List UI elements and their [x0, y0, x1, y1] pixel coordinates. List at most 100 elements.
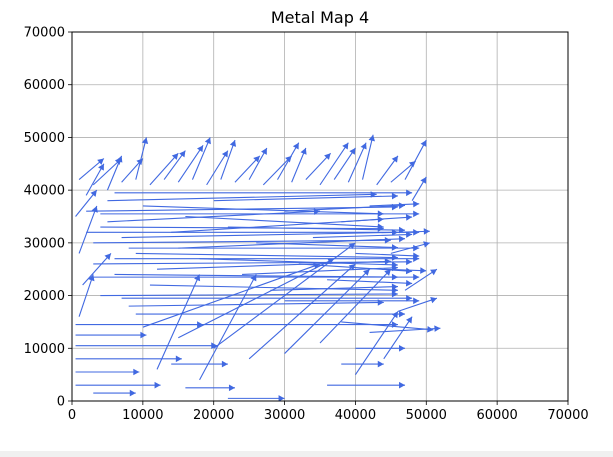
vector-arrow — [312, 231, 413, 239]
vector-arrow — [185, 215, 384, 231]
vector-arrow — [135, 310, 406, 318]
vector-arrow — [135, 137, 149, 180]
vector-arrow — [85, 163, 105, 196]
vector-arrow-shaft — [277, 142, 300, 180]
vector-arrow-shaft — [135, 252, 398, 259]
vector-arrow-shaft — [305, 152, 332, 180]
vector-arrow-shaft — [199, 274, 257, 381]
y-tick-label: 70000 — [24, 26, 65, 41]
vector-arrow-shaft — [341, 321, 434, 331]
vector-arrow-shaft — [177, 145, 204, 183]
vector-arrow — [284, 268, 370, 354]
vector-arrow — [93, 389, 136, 397]
vector-arrow — [369, 200, 420, 208]
vector-arrow — [106, 155, 123, 191]
vector-arrow — [121, 294, 413, 302]
vector-arrow-head — [278, 395, 285, 401]
vector-arrow — [397, 297, 438, 312]
vector-arrow-shaft — [227, 226, 406, 231]
vector-arrow-head — [136, 158, 143, 166]
vector-arrow — [93, 236, 391, 244]
vector-arrow — [185, 384, 235, 392]
x-tick-label: 70000 — [547, 408, 588, 423]
y-tick-label: 20000 — [24, 289, 65, 304]
vector-arrow-head — [133, 368, 140, 376]
vector-arrow-head — [228, 384, 235, 392]
vector-arrow — [355, 344, 406, 352]
vector-arrow — [333, 147, 356, 180]
chart-title: Metal Map 4 — [271, 8, 369, 27]
vector-arrow — [191, 137, 211, 180]
vector-arrow-head — [313, 262, 320, 270]
vector-arrow-head — [413, 210, 420, 218]
vector-arrow — [75, 381, 161, 389]
vector-arrow-shaft — [121, 231, 398, 239]
vector-arrow — [121, 158, 144, 183]
vector-arrow-head — [348, 242, 356, 250]
vector-arrow-head — [391, 311, 398, 319]
vector-arrow-shaft — [82, 253, 112, 286]
vector-arrow-head — [368, 134, 375, 142]
vector-arrow-head — [175, 355, 182, 363]
vector-arrow-shaft — [369, 327, 441, 334]
x-tick-label: 20000 — [193, 408, 234, 423]
vector-arrow-head — [342, 142, 349, 150]
vector-arrow — [319, 268, 392, 344]
vector-arrow — [361, 134, 375, 180]
vector-arrow-head — [348, 263, 356, 271]
vector-arrow-head — [363, 269, 370, 276]
vector-arrow-shaft — [361, 134, 374, 180]
vector-arrow — [284, 297, 420, 305]
vector-arrow-head — [399, 344, 406, 352]
vector-arrow-head — [413, 255, 420, 262]
vector-arrow-shaft — [404, 268, 438, 291]
vector-arrow-head — [141, 137, 149, 145]
vector-arrow-head — [430, 297, 437, 304]
vector-arrow-head — [391, 244, 398, 251]
vector-arrow-head — [229, 140, 237, 147]
vector-arrow-shaft — [156, 274, 201, 370]
vector-arrow — [128, 244, 420, 252]
vector-arrow-shaft — [327, 279, 413, 284]
vector-arrow — [256, 242, 398, 251]
vector-arrow-head — [406, 258, 413, 266]
vector-arrow-head — [300, 147, 307, 155]
vector-arrow — [376, 155, 399, 186]
vector-arrow-head — [140, 331, 147, 339]
vector-arrow-shaft — [92, 158, 122, 186]
vector-arrow-shaft — [369, 203, 420, 207]
vector-arrow-head — [129, 389, 136, 397]
vector-arrow-shaft — [397, 297, 438, 312]
vector-arrow — [347, 142, 367, 183]
vector-arrow-head — [98, 163, 104, 171]
vector-arrow-shaft — [262, 155, 293, 186]
vector-arrow-head — [90, 190, 97, 197]
vector-arrow-shaft — [107, 210, 321, 223]
vector-arrow — [114, 255, 420, 262]
vector-arrow — [199, 274, 257, 381]
vector-arrow — [100, 210, 420, 218]
vector-arrow — [234, 155, 261, 183]
x-tick-label: 10000 — [122, 408, 163, 423]
plot-frame — [71, 31, 569, 402]
vector-arrow-shaft — [319, 142, 349, 186]
vector-arrow — [284, 202, 406, 212]
vector-arrow-head — [413, 297, 420, 305]
vector-arrow-shaft — [149, 152, 179, 186]
vector-arrow-shaft — [248, 147, 268, 180]
vector-arrow-shaft — [107, 193, 377, 202]
vector-arrow-shaft — [78, 205, 98, 254]
x-tick-label: 30000 — [264, 408, 305, 423]
vector-arrow-head — [391, 192, 398, 200]
vector-arrow — [305, 152, 332, 180]
vector-arrow-head — [399, 310, 406, 318]
vector-arrow-head — [413, 273, 420, 281]
vector-arrow-shaft — [256, 242, 398, 249]
vector-arrow-shaft — [135, 137, 147, 180]
vector-arrow-head — [171, 153, 179, 160]
vector-arrow-head — [221, 150, 228, 158]
vector-arrow-shaft — [383, 316, 413, 360]
vector-arrow-head — [204, 137, 211, 145]
vector-arrow-shaft — [284, 268, 370, 354]
vector-arrow-shaft — [85, 163, 105, 196]
